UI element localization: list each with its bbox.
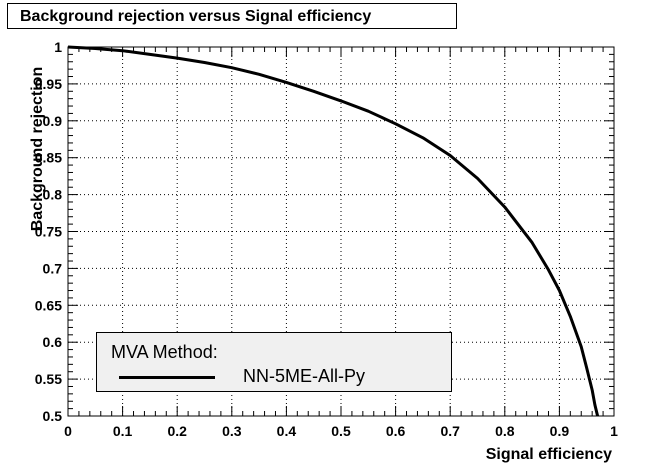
series-layer (67, 45, 600, 417)
y-tick-label: 0.65 (35, 297, 62, 313)
tick-labels: 0 0.1 0.2 0.3 0.4 0.5 0.6 0.7 0.8 0.9 1 0.5 0.55 0.6 0… (35, 39, 618, 439)
x-tick-label: 0.1 (113, 423, 133, 439)
x-tick-label: 0.5 (331, 423, 351, 439)
chart-title-box: Background rejection versus Signal effic… (7, 3, 457, 29)
y-tick-label: 0.85 (35, 150, 62, 166)
x-tick-label: 0.4 (277, 423, 297, 439)
legend-box: MVA Method: NN-5ME-All-Py (96, 332, 452, 392)
legend-entry-label: NN-5ME-All-Py (243, 366, 366, 386)
y-tick-label: 0.75 (35, 224, 62, 240)
y-axis-title: Background rejection (29, 66, 46, 232)
x-tick-label: 0.6 (386, 423, 406, 439)
x-tick-label: 1 (610, 423, 618, 439)
series-line-roc (67, 45, 600, 417)
y-tick-label: 0.7 (43, 260, 63, 276)
x-tick-label: 0.3 (222, 423, 242, 439)
y-tick-label: 0.9 (43, 113, 63, 129)
y-tick-label: 0.95 (35, 76, 62, 92)
tick-marks (67, 46, 615, 417)
y-tick-label: 1 (54, 39, 62, 55)
x-tick-label: 0.7 (440, 423, 460, 439)
x-tick-label: 0.9 (550, 423, 570, 439)
x-tick-label: 0.2 (167, 423, 187, 439)
y-tick-label: 0.6 (43, 334, 63, 350)
x-axis-title: Signal efficiency (485, 446, 612, 463)
y-tick-label: 0.55 (35, 371, 62, 387)
legend-header: MVA Method: (111, 342, 218, 362)
legend-line-swatch (119, 376, 215, 379)
y-tick-label: 0.8 (43, 187, 63, 203)
x-tick-label: 0 (64, 423, 72, 439)
chart-title: Background rejection versus Signal effic… (20, 8, 372, 25)
y-tick-label: 0.5 (43, 408, 63, 424)
x-tick-label: 0.8 (495, 423, 515, 439)
